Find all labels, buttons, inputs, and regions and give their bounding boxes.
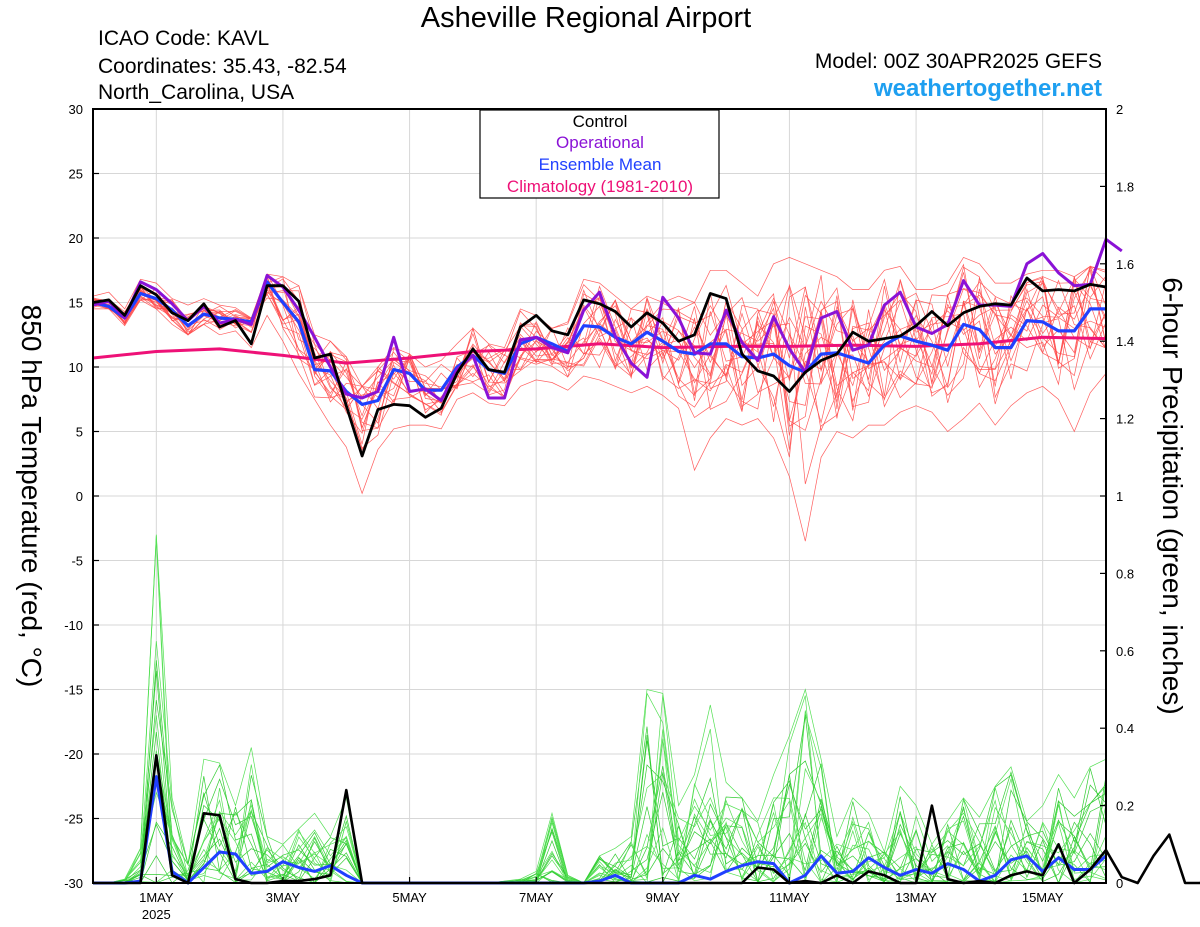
legend-ensemble-mean: Ensemble Mean: [539, 155, 662, 174]
icao-code: ICAO Code: KAVL: [98, 27, 270, 50]
left-axis-ticks: 30 25 20 15 10 5 0 -5 -10 -15 -20 -25 -30: [64, 102, 99, 891]
precip-mean-line: [93, 775, 1107, 885]
y2-tick-label: 2: [1116, 102, 1123, 117]
y-tick-label: -25: [64, 812, 83, 827]
precip-member-line: [93, 535, 1107, 884]
precip-member-line: [93, 694, 1107, 884]
right-axis-ticks: 2 1.8 1.6 1.4 1.2 1 0.8 0.6 0.4 0.2 0: [1100, 102, 1134, 891]
precipitation-series: [93, 534, 1200, 885]
x-tick-year: 2025: [142, 907, 171, 922]
x-tick-label: 9MAY: [646, 890, 681, 905]
x-axis-ticks: 1MAY 2025 3MAY 5MAY 7MAY 9MAY 11MAY 13MAY 15MAY: [139, 877, 1064, 922]
y-tick-label: -20: [64, 747, 83, 762]
y2-tick-label: 1: [1116, 489, 1123, 504]
temp-control-line: [92, 276, 1107, 458]
y-tick-label: -10: [64, 618, 83, 633]
y-tick-label: 10: [69, 360, 83, 375]
y2-tick-label: 1.8: [1116, 179, 1134, 194]
y-tick-label: -5: [71, 554, 83, 569]
site-link[interactable]: weathertogether.net: [873, 75, 1102, 102]
temperature-series: [92, 237, 1123, 458]
x-tick-label: 7MAY: [519, 890, 554, 905]
precip-member-line: [93, 539, 1107, 884]
precip-member-line: [93, 670, 1107, 885]
x-tick-label: 15MAY: [1022, 890, 1064, 905]
precip-member-line: [93, 764, 1107, 884]
y2-tick-label: 1.6: [1116, 257, 1134, 272]
grid-lines: [93, 108, 1106, 884]
y2-tick-label: 1.4: [1116, 334, 1134, 349]
x-tick-label: 11MAY: [769, 890, 810, 905]
coordinates: Coordinates: 35.43, -82.54: [98, 55, 347, 78]
y-tick-label: 15: [69, 296, 83, 311]
y-tick-label: 20: [69, 231, 83, 246]
model-run: Model: 00Z 30APR2025 GEFS: [814, 50, 1102, 73]
y2-tick-label: 0.6: [1116, 644, 1134, 659]
ensemble-members: [92, 256, 1107, 542]
precip-member-line: [93, 729, 1107, 884]
y2-tick-label: 1.2: [1116, 412, 1134, 427]
y-tick-label: -30: [64, 876, 83, 891]
y2-tick-label: 0.4: [1116, 721, 1134, 736]
legend-climatology: Climatology (1981-2010): [507, 177, 693, 196]
region: North_Carolina, USA: [98, 81, 295, 104]
x-tick-label: 13MAY: [895, 890, 937, 905]
x-tick-label: 5MAY: [392, 890, 427, 905]
y-tick-label: 5: [76, 425, 83, 440]
y2-tick-label: 0.8: [1116, 566, 1134, 581]
y-tick-label: -15: [64, 683, 83, 698]
y2-tick-label: 0: [1116, 876, 1123, 891]
legend-operational: Operational: [556, 133, 644, 152]
temp-member-line: [93, 299, 1107, 542]
y-tick-label: 0: [76, 489, 83, 504]
precip-member-line: [93, 660, 1107, 884]
temp-operational-line: [92, 237, 1123, 402]
y-tick-label: 25: [69, 167, 83, 182]
legend-box: [479, 109, 720, 199]
x-tick-label: 3MAY: [266, 890, 301, 905]
y2-tick-label: 0.2: [1116, 799, 1134, 814]
temp-member-line: [92, 276, 1107, 431]
chart-title: Asheville Regional Airport: [420, 2, 752, 34]
left-axis-title: 850 hPa Temperature (red, °C): [16, 305, 47, 688]
legend-control: Control: [573, 112, 628, 131]
x-tick-label: 1MAY: [139, 890, 174, 905]
right-axis-title: 6-hour Precipitation (green, inches): [1157, 277, 1188, 714]
y-tick-label: 30: [69, 102, 83, 117]
legend: Control Operational Ensemble Mean Climat…: [479, 109, 720, 199]
